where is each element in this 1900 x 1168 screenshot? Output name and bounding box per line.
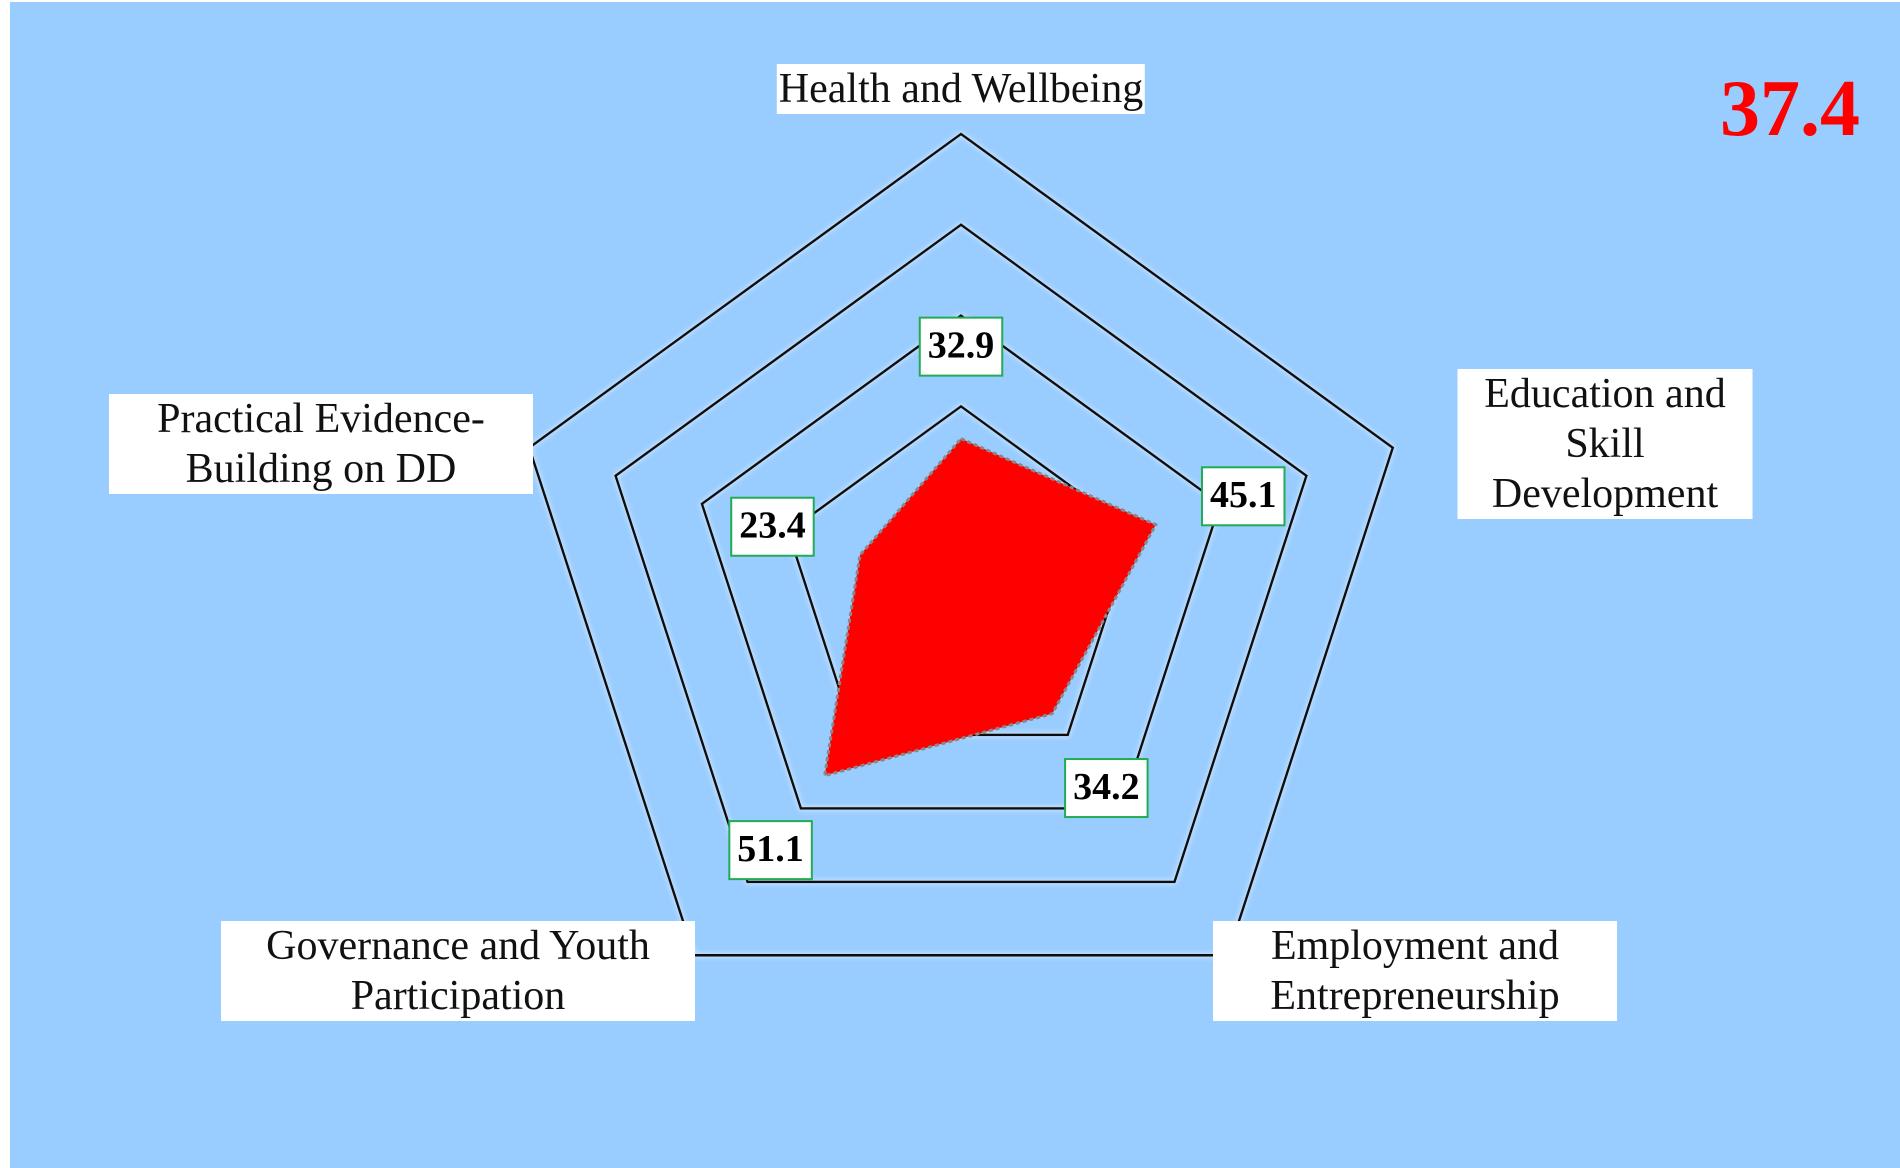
radar-plot: 32.9 45.1 34.2 51.1 23.4 xyxy=(527,132,1395,957)
grid-ring xyxy=(614,223,1308,884)
value-label: 23.4 xyxy=(730,496,815,557)
value-label-text: 23.4 xyxy=(739,504,806,546)
value-label: 32.9 xyxy=(918,316,1004,377)
value-label-box xyxy=(728,820,813,881)
value-label: 45.1 xyxy=(1200,466,1286,527)
value-label-box xyxy=(1064,758,1149,819)
overall-score: 37.4 xyxy=(1720,65,1860,153)
value-label-box xyxy=(1200,466,1286,527)
value-label-box xyxy=(730,496,815,557)
grid-ring xyxy=(700,314,1222,810)
value-label-text: 51.1 xyxy=(737,828,804,870)
axis-label: Health and Wellbeing xyxy=(776,64,1146,114)
data-area xyxy=(822,436,1158,778)
axis-label: Education and Skill Development xyxy=(1457,369,1753,519)
value-label: 51.1 xyxy=(728,820,813,881)
chart: 32.9 45.1 34.2 51.1 23.4 37.4 Health and Wel… xyxy=(10,2,1900,1168)
grid-ring xyxy=(527,132,1395,957)
value-label-text: 32.9 xyxy=(928,324,995,366)
value-label-text: 45.1 xyxy=(1210,474,1277,516)
value-label-box xyxy=(918,316,1004,377)
axis-label: Practical Evidence-Building on DD xyxy=(109,394,533,494)
value-label: 34.2 xyxy=(1064,758,1149,819)
value-label-text: 34.2 xyxy=(1073,766,1140,808)
axis-label: Employment and Entrepreneurship xyxy=(1213,921,1617,1021)
axis-label: Governance and Youth Participation xyxy=(221,921,695,1021)
